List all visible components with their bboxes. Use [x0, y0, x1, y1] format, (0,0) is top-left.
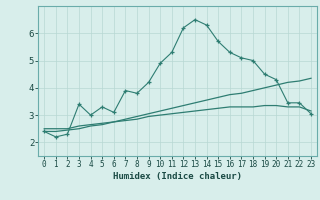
X-axis label: Humidex (Indice chaleur): Humidex (Indice chaleur) [113, 172, 242, 181]
